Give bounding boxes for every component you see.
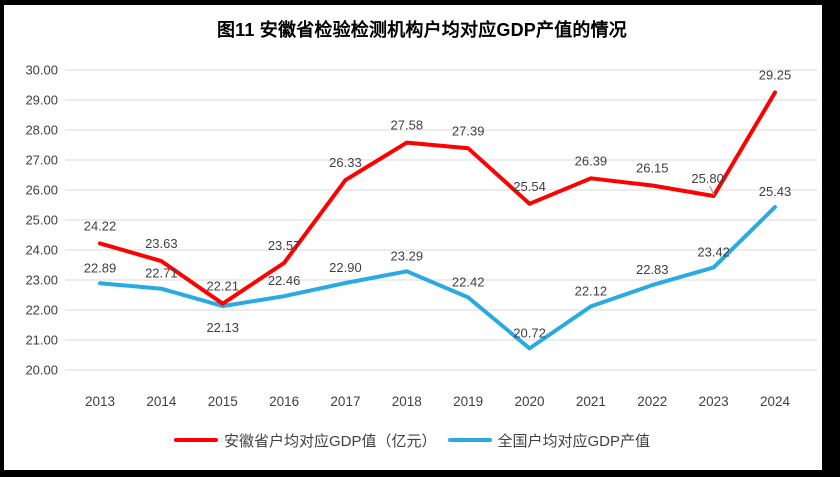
data-label-national: 22.46	[268, 273, 301, 288]
x-axis-tick-label: 2023	[699, 394, 729, 409]
legend-label-anhui: 安徽省户均对应GDP值（亿元）	[224, 432, 437, 450]
x-axis-tick-label: 2017	[330, 394, 360, 409]
data-label-anhui: 26.39	[575, 153, 608, 168]
data-label-national: 22.13	[206, 320, 239, 335]
x-axis-tick-label: 2022	[637, 394, 667, 409]
data-label-national: 22.71	[145, 266, 178, 281]
y-axis-tick-label: 30.00	[25, 63, 58, 78]
x-axis-tick-label: 2020	[515, 394, 545, 409]
x-axis-tick-label: 2016	[269, 394, 299, 409]
y-axis-tick-label: 21.00	[25, 333, 58, 348]
data-label-anhui: 25.54	[513, 179, 546, 194]
y-axis-tick-label: 23.00	[25, 273, 58, 288]
data-label-national: 23.42	[697, 244, 730, 259]
legend-label-national: 全国户均对应GDP产值	[497, 432, 651, 450]
x-axis-tick-label: 2021	[576, 394, 606, 409]
data-label-national: 20.72	[513, 325, 546, 340]
data-label-anhui: 23.63	[145, 236, 178, 251]
line-chart-plot: 30.00 29.00 28.00 27.00 26.00 25.00 24.00 23.00…	[25, 63, 817, 409]
x-axis-tick-label: 2019	[453, 394, 483, 409]
data-label-national: 25.43	[759, 184, 792, 199]
data-label-national: 22.90	[329, 260, 362, 275]
legend-line-swatch-red	[174, 437, 218, 443]
data-label-national: 23.29	[391, 248, 424, 263]
legend-item-anhui[interactable]: 安徽省户均对应GDP值（亿元）	[174, 430, 437, 451]
y-axis-tick-label: 25.00	[25, 213, 58, 228]
data-label-anhui: 25.80	[691, 171, 724, 186]
legend-line-swatch-blue	[447, 437, 492, 443]
data-label-anhui: 22.21	[206, 279, 239, 294]
y-axis-tick-label: 20.00	[25, 363, 58, 378]
data-label-anhui: 27.58	[391, 118, 424, 133]
y-axis-tick-label: 22.00	[25, 303, 58, 318]
x-axis-tick-label: 2013	[85, 394, 115, 409]
data-label-national: 22.83	[636, 262, 669, 277]
x-axis-tick-label: 2024	[760, 394, 791, 409]
chart-legend: 安徽省户均对应GDP值（亿元） 全国户均对应GDP产值	[174, 430, 651, 451]
y-axis-tick-label: 24.00	[25, 243, 58, 258]
data-label-national: 22.12	[575, 283, 608, 298]
x-axis-tick-label: 2015	[208, 394, 238, 409]
data-label-national: 22.42	[452, 274, 485, 289]
data-label-national: 22.89	[84, 260, 117, 275]
data-label-leader-line	[709, 185, 715, 196]
y-axis-tick-label: 27.00	[25, 153, 58, 168]
series-line-national	[98, 205, 777, 351]
x-axis-tick-label: 2014	[146, 394, 177, 409]
x-axis-tick-label: 2018	[392, 394, 422, 409]
data-label-anhui: 26.33	[329, 155, 362, 170]
data-label-anhui: 27.39	[452, 123, 485, 138]
y-axis-tick-label: 28.00	[25, 123, 58, 138]
legend-item-national[interactable]: 全国户均对应GDP产值	[447, 430, 651, 451]
chart-object[interactable]: 图11 安徽省检验检测机构户均对应GDP产值的情况 30.00 29.00 28.0…	[4, 5, 822, 470]
data-label-anhui: 24.22	[84, 218, 117, 233]
y-axis-tick-label: 26.00	[25, 183, 58, 198]
data-label-anhui: 26.15	[636, 161, 669, 176]
series-line-anhui	[98, 90, 777, 306]
chart-title: 图11 安徽省检验检测机构户均对应GDP产值的情况	[216, 20, 628, 40]
y-axis-tick-label: 29.00	[25, 93, 58, 108]
data-label-anhui: 29.25	[759, 68, 792, 83]
data-label-anhui: 23.57	[268, 238, 301, 253]
